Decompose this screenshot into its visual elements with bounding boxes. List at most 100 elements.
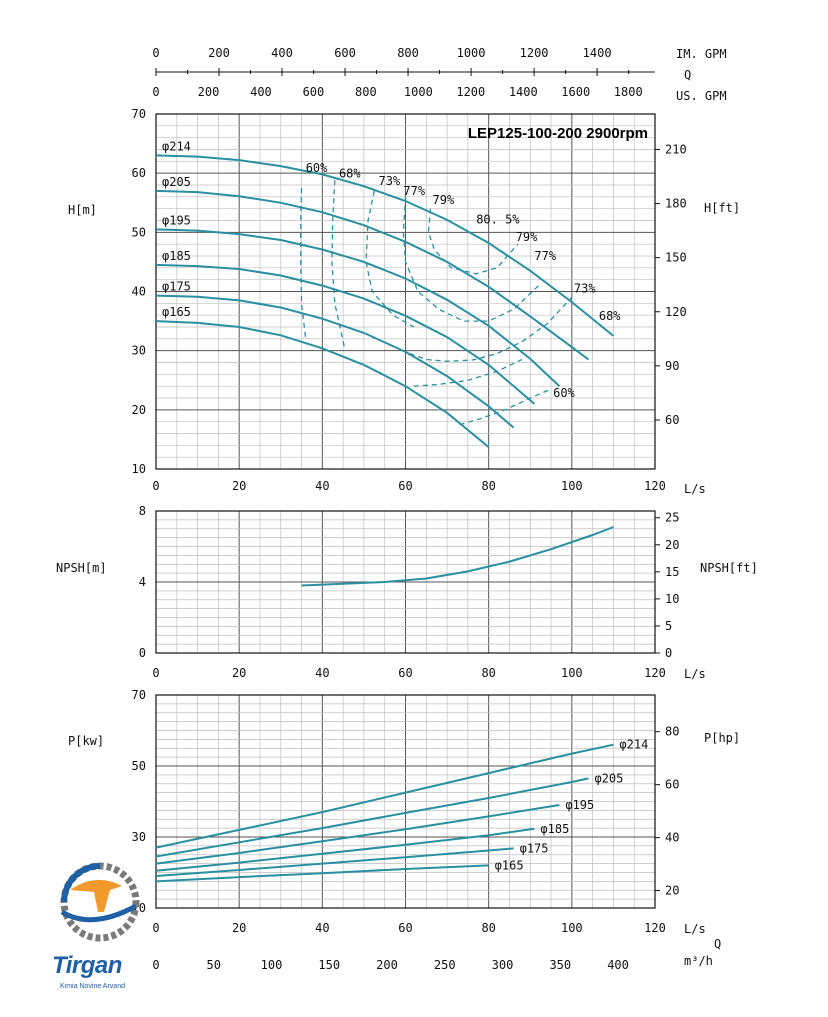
x-tick-label: 20 <box>232 479 246 493</box>
us-gpm-tick-label: 1200 <box>456 85 485 99</box>
panel-1-frame <box>155 510 656 654</box>
x-tick-label: 60 <box>398 921 412 935</box>
chart-labels: 0 20 40 60 80 100 1201020304050607060901201501… <box>132 46 687 972</box>
y2-tick-label: 20 <box>665 884 679 898</box>
x-tick-label: 60 <box>398 479 412 493</box>
y-tick-label: 60 <box>132 166 146 180</box>
curve-label: φ185 <box>162 249 191 263</box>
curve-label: φ175 <box>162 280 191 294</box>
im-gpm-tick-label: 1200 <box>520 46 549 60</box>
performance-curves <box>155 154 615 883</box>
efficiency-label: 73% <box>574 282 596 296</box>
curve-2-0 <box>155 743 614 849</box>
brand-tagline: Kimia Novine Arvand <box>60 983 125 990</box>
x-tick-label: 0 <box>152 666 159 680</box>
power-y2-label: P[hp] <box>704 731 740 745</box>
x-tick-label: 100 <box>561 666 583 680</box>
y-tick-label: 30 <box>132 344 146 358</box>
us-gpm-unit-label: US. GPM <box>676 89 727 103</box>
y2-tick-label: 5 <box>665 619 672 633</box>
npsh-y2-label: NPSH[ft] <box>700 561 758 575</box>
efficiency-label: 79% <box>433 193 455 207</box>
us-gpm-tick-label: 400 <box>250 85 272 99</box>
x-tick-label: 80 <box>481 666 495 680</box>
efficiency-label: 68% <box>599 309 621 323</box>
curve-label: φ165 <box>162 305 191 319</box>
m3h-tick-label: 350 <box>549 958 571 972</box>
x-tick-label: 40 <box>315 479 329 493</box>
panel-2-frame <box>155 694 656 909</box>
curve-1-0 <box>301 526 614 587</box>
y-tick-label: 30 <box>132 830 146 844</box>
us-gpm-tick-label: 200 <box>198 85 220 99</box>
y-tick-label: 4 <box>139 575 146 589</box>
pump-gear-logo-icon <box>60 862 140 942</box>
y2-tick-label: 80 <box>665 725 679 739</box>
panel-1-grid <box>155 510 656 654</box>
curve-2-2 <box>155 804 560 865</box>
x-tick-label: 120 <box>644 479 666 493</box>
y2-tick-label: 210 <box>665 142 687 156</box>
x-tick-label: 0 <box>152 479 159 493</box>
im-gpm-tick-label: 1000 <box>457 46 486 60</box>
y2-tick-label: 60 <box>665 413 679 427</box>
m3h-tick-label: 250 <box>434 958 456 972</box>
npsh-x-unit: L/s <box>684 667 706 681</box>
m3h-tick-label: 300 <box>492 958 514 972</box>
chart-grids <box>155 113 656 909</box>
im-gpm-unit-label: IM. GPM <box>676 47 727 61</box>
im-gpm-tick-label: 1400 <box>583 46 612 60</box>
x-tick-label: 0 <box>152 921 159 935</box>
y-tick-label: 70 <box>132 688 146 702</box>
x-tick-label: 20 <box>232 921 246 935</box>
curve-label: φ205 <box>594 771 623 785</box>
efficiency-contours <box>300 180 573 426</box>
power-y-label: P[kw] <box>68 734 104 748</box>
im-gpm-tick-label: 200 <box>208 46 230 60</box>
im-gpm-tick-label: 400 <box>271 46 293 60</box>
curve-0-3 <box>155 263 536 405</box>
curve-0-1 <box>155 189 590 361</box>
y2-tick-label: 15 <box>665 565 679 579</box>
y-tick-label: 0 <box>139 646 146 660</box>
curve-0-0 <box>155 154 615 337</box>
panel-0-frame <box>155 113 656 470</box>
curve-2-3 <box>155 827 535 872</box>
efficiency-label: 77% <box>403 184 425 198</box>
x-tick-label: 120 <box>644 666 666 680</box>
efficiency-contour <box>365 190 415 328</box>
panel-0-grid <box>155 113 656 470</box>
x-tick-label: 120 <box>644 921 666 935</box>
y2-tick-label: 25 <box>665 511 679 525</box>
us-gpm-tick-label: 0 <box>152 85 159 99</box>
curve-0-2 <box>155 228 561 387</box>
x-tick-label: 40 <box>315 666 329 680</box>
y2-tick-label: 180 <box>665 197 687 211</box>
efficiency-label: 79% <box>516 230 538 244</box>
x-tick-label: 80 <box>481 479 495 493</box>
bottom-m3h-unit: m³/h <box>684 954 713 968</box>
head-x-unit: L/s <box>684 482 706 496</box>
efficiency-label: 73% <box>378 174 400 188</box>
head-y-label: H[m] <box>68 203 97 217</box>
y2-tick-label: 60 <box>665 778 679 792</box>
bottom-q-label: Q <box>714 937 721 951</box>
y-tick-label: 70 <box>132 107 146 121</box>
y2-tick-label: 10 <box>665 592 679 606</box>
m3h-tick-label: 50 <box>207 958 221 972</box>
chart-title: LEP125-100-200 2900rpm <box>468 125 648 142</box>
efficiency-contour <box>459 388 552 426</box>
us-gpm-tick-label: 800 <box>355 85 377 99</box>
efficiency-contour <box>300 187 307 339</box>
efficiency-contour <box>427 208 519 275</box>
curve-label: φ195 <box>162 213 191 227</box>
curve-label: φ195 <box>565 798 594 812</box>
efficiency-label: 60% <box>306 161 328 175</box>
curve-label: φ185 <box>540 822 569 836</box>
head-y2-label: H[ft] <box>704 201 740 215</box>
curve-label: φ205 <box>162 175 191 189</box>
top-q-label: Q <box>684 68 691 82</box>
efficiency-label: 60% <box>553 386 575 400</box>
us-gpm-tick-label: 600 <box>303 85 325 99</box>
